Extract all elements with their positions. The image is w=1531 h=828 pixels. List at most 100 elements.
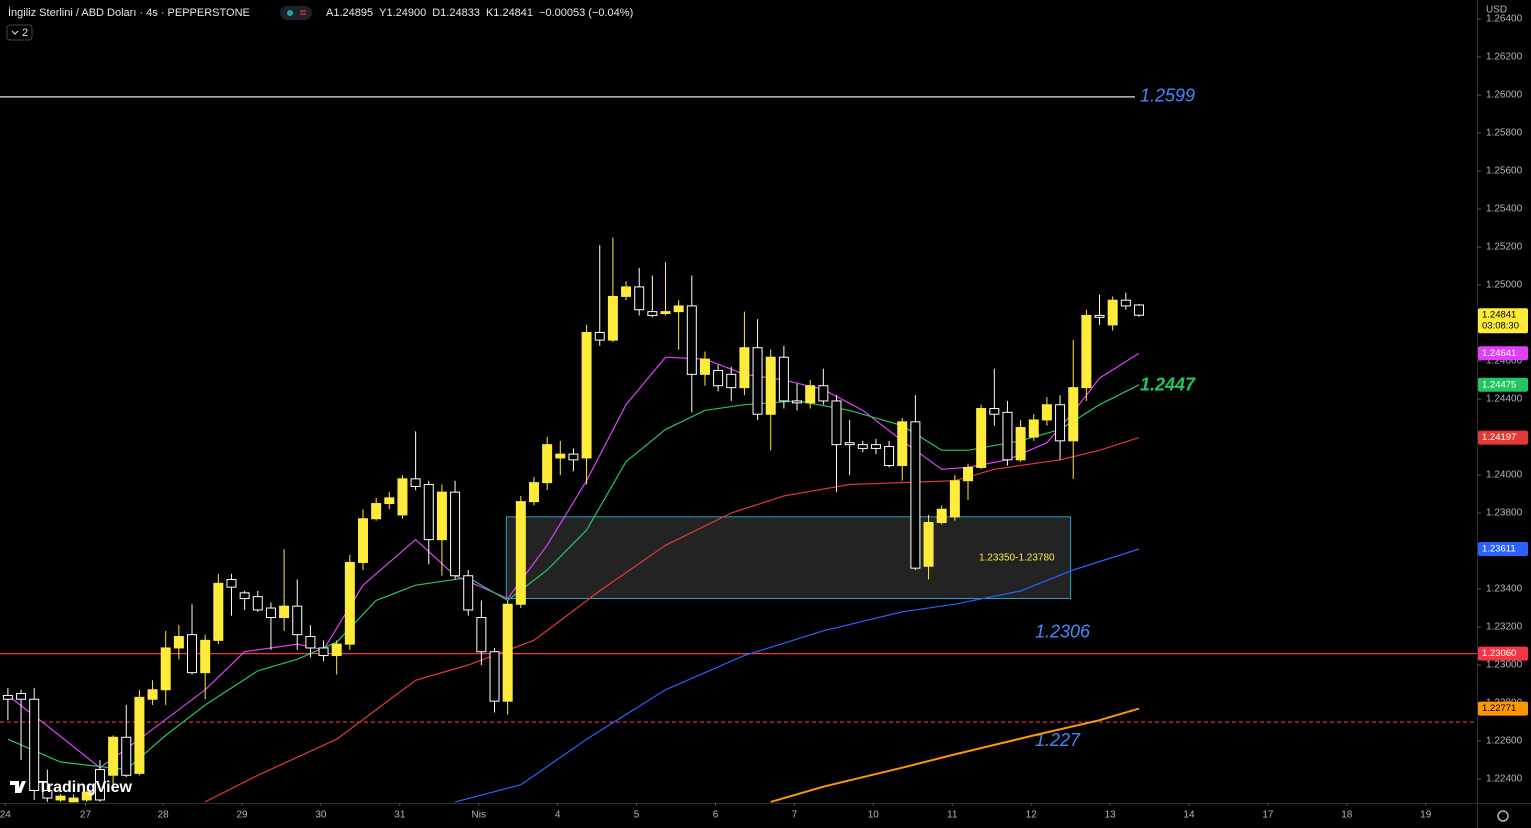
quote-value: Y1.24900 (379, 7, 426, 19)
candle-body (528, 482, 539, 503)
candle-body (673, 305, 684, 313)
candle-body (949, 480, 960, 518)
y-tick-label: 1.25600 (1486, 166, 1523, 177)
level-label: 1.2599 (1140, 86, 1195, 106)
candle-body (318, 647, 329, 657)
candle-body (805, 385, 816, 404)
candle-body (436, 491, 447, 541)
y-tick-label: 1.23400 (1486, 584, 1523, 595)
annotation: 1.2447 (1140, 374, 1196, 394)
candle-body (976, 408, 987, 468)
quote-value: −0.00053 (−0.04%) (539, 7, 633, 19)
settings-icon[interactable] (1497, 810, 1509, 822)
price-label-bg (1478, 646, 1528, 661)
price-label: 1.23611 (1482, 543, 1516, 554)
candle-body (936, 508, 947, 524)
candle-body (713, 370, 724, 387)
candle-body (397, 478, 408, 516)
moving-average (770, 707, 1140, 803)
candle-body (187, 634, 198, 674)
candle-body (1094, 314, 1105, 318)
y-tick-label: 1.24600 (1486, 356, 1523, 367)
y-tick-label: 1.24400 (1486, 394, 1523, 405)
x-tick-label: 19 (1420, 810, 1432, 821)
candle-body (1133, 304, 1144, 316)
x-tick-label: 5 (634, 810, 640, 821)
last-price: 1.24841 (1482, 310, 1516, 321)
x-tick-label: 28 (158, 810, 170, 821)
candle-body (279, 605, 290, 619)
x-tick-label: 4 (555, 810, 561, 821)
price-label-bg (1478, 346, 1528, 361)
x-tick-label: 17 (1262, 810, 1274, 821)
x-tick-label: 11 (947, 810, 958, 821)
candle-body (160, 647, 171, 691)
candle-body (818, 385, 829, 402)
x-tick-label: Nis (472, 810, 486, 821)
x-tick-label: 13 (1104, 810, 1116, 821)
candle-body (68, 797, 79, 803)
price-label-bg (1478, 541, 1528, 556)
candle-body (884, 446, 895, 467)
candle-body (515, 501, 526, 605)
y-tick-label: 1.26200 (1486, 52, 1523, 63)
candle-body (173, 636, 184, 649)
x-tick-label: 18 (1341, 810, 1353, 821)
candle-body (121, 736, 132, 776)
currency[interactable]: USD (1486, 5, 1507, 16)
candle-body (252, 596, 263, 611)
zone-box (505, 516, 1072, 600)
candle-body (699, 358, 710, 375)
candle-body (581, 332, 592, 459)
candle-body (1055, 404, 1066, 442)
candle-body (226, 579, 237, 588)
x-tick-label: 6 (713, 810, 719, 821)
price-label-bg (1478, 377, 1528, 392)
last-price-bg (1478, 308, 1528, 334)
candle-body (29, 698, 40, 791)
moving-average (7, 384, 1140, 771)
x-tick-label: 7 (792, 810, 798, 821)
level-label: 1.227 (1035, 730, 1081, 750)
candle-body (910, 421, 921, 569)
countdown: 03:08:30 (1482, 321, 1519, 332)
x-tick-label: 27 (80, 810, 92, 821)
candle-body (2, 694, 13, 700)
candle-body (200, 639, 211, 674)
candle-body (81, 791, 92, 801)
candle-body (857, 444, 868, 449)
price-label: 1.24475 (1482, 379, 1516, 390)
level-label: 1.2306 (1035, 621, 1091, 641)
candle-body (463, 575, 474, 611)
y-tick-label: 1.23200 (1486, 622, 1523, 633)
x-tick-label: 14 (1183, 810, 1195, 821)
candle-body (331, 643, 342, 657)
y-tick-label: 1.25000 (1486, 280, 1523, 291)
indicator-chip[interactable]: 2 (6, 24, 33, 41)
candle-body (1002, 411, 1013, 461)
moving-average (204, 437, 1140, 803)
candle-body (594, 332, 605, 341)
candle-body (134, 696, 145, 774)
x-tick-label: 10 (868, 810, 880, 821)
price-label-bg (1478, 701, 1528, 716)
candle-body (621, 286, 632, 297)
y-tick-label: 1.26400 (1486, 14, 1523, 25)
price-label-bg (1478, 430, 1528, 445)
plot-area: 1.23350-1.23780 1.2599 1.2306 1.227 1.2447 (0, 86, 1477, 803)
candle-body (410, 478, 421, 487)
candle-body (739, 347, 750, 389)
candle-body (16, 693, 27, 700)
logo: TradingView (10, 779, 133, 796)
candle-body (423, 484, 434, 541)
candle-body (1068, 387, 1079, 442)
candle-body (870, 444, 881, 449)
y-tick-label: 1.23800 (1486, 508, 1523, 519)
candle-body (568, 453, 579, 461)
price-label: 1.24641 (1482, 348, 1516, 359)
candle-body (1120, 299, 1131, 307)
quote-value: A1.24895 (326, 7, 373, 19)
candle-body (147, 689, 158, 700)
candle-body (1107, 299, 1118, 326)
